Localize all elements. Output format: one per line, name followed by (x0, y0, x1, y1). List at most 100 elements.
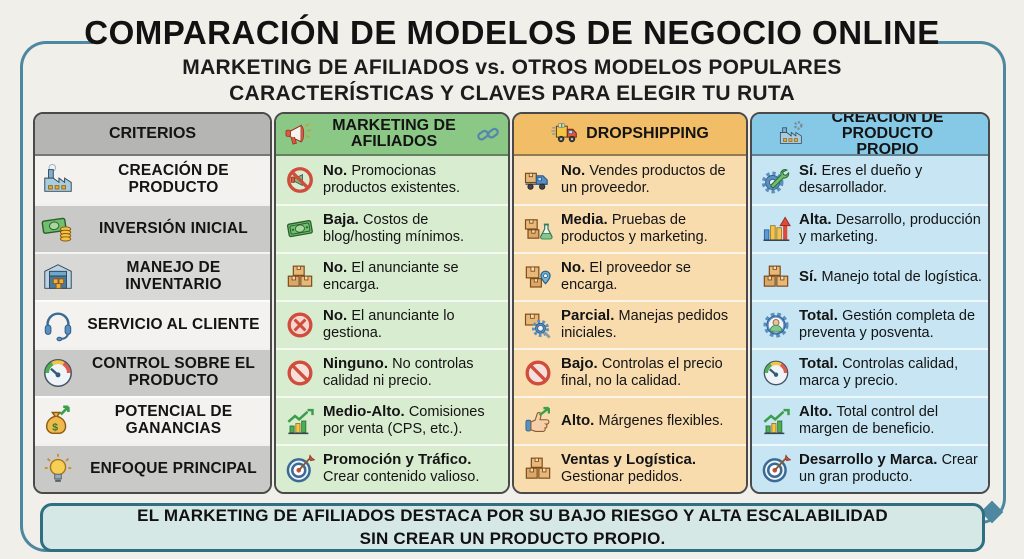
stacked-boxes-icon (285, 262, 315, 292)
cell-text: Medio-Alto. Comisiones por venta (CPS, e… (323, 403, 485, 438)
headset-icon (41, 308, 75, 342)
chain-link-icon (476, 122, 500, 146)
cell-text: Sí. Manejo total de logística. (799, 267, 982, 285)
cell-text: Parcial. Manejas pedidos iniciales. (561, 307, 729, 342)
comparison-cell: Bajo. Controlas el precio final, no la c… (514, 348, 746, 396)
comparison-cell: Ninguno. No controlas calidad ni precio. (276, 348, 508, 396)
comparison-cell: Total. Controlas calidad, marca y precio… (752, 348, 988, 396)
banknote-icon (285, 214, 315, 244)
comparison-cell: Alto. Márgenes flexibles. (514, 396, 746, 444)
svg-text:$: $ (52, 422, 58, 433)
criterion-label: ENFOQUE PRINCIPAL (90, 459, 257, 477)
column-header-label: MARKETING DE AFILIADOS (332, 116, 456, 150)
cell-text: Baja. Costos de blog/hosting mínimos. (323, 211, 465, 246)
x-circle-icon (285, 310, 315, 340)
cell-text: Ventas y Logística. Gestionar pedidos. (561, 451, 697, 486)
prohibited-icon (523, 358, 553, 388)
stacked-boxes-icon (761, 262, 791, 292)
chart-up-icon (285, 406, 315, 436)
prohibited-icon (285, 358, 315, 388)
criteria-column: CRITERIOS CREACIÓN DE PRODUCTO INVERSIÓN … (33, 112, 272, 494)
criteria-rows: CREACIÓN DE PRODUCTO INVERSIÓN INICIAL MAN… (35, 156, 270, 492)
cell-text: Alto. Total control del margen de benefi… (799, 403, 939, 438)
criterion-cell: CREACIÓN DE PRODUCTO (35, 156, 270, 204)
criterion-cell: ENFOQUE PRINCIPAL (35, 444, 270, 492)
comparison-cell: Total. Gestión completa de preventa y po… (752, 300, 988, 348)
factory-gear-icon (778, 120, 806, 148)
comparison-table: CRITERIOS CREACIÓN DE PRODUCTO INVERSIÓN … (33, 112, 990, 494)
comparison-cell: Sí. Eres el dueño y desarrollador. (752, 156, 988, 204)
rows-propio: Sí. Eres el dueño y desarrollador. Alta. … (752, 156, 988, 492)
comparison-cell: No. El anunciante se encarga. (276, 252, 508, 300)
conclusion-banner: EL MARKETING DE AFILIADOS DESTACA POR SU… (40, 503, 985, 552)
criteria-column-header: CRITERIOS (35, 114, 270, 156)
criterion-label: CREACIÓN DE PRODUCTO (118, 162, 229, 196)
criteria-header-label: CRITERIOS (108, 124, 197, 142)
cell-text: Desarrollo y Marca. Crear un gran produc… (799, 451, 978, 486)
criterion-label: CONTROL SOBRE EL PRODUCTO (91, 355, 256, 389)
lightbulb-icon (41, 452, 75, 486)
criterion-label: INVERSIÓN INICIAL (99, 219, 248, 237)
conclusion-line-2: SIN CREAR UN PRODUCTO PROPIO. (359, 528, 666, 548)
target-icon (761, 454, 791, 484)
cell-text: Sí. Eres el dueño y desarrollador. (799, 162, 923, 197)
cell-text: Bajo. Controlas el precio final, no la c… (561, 355, 723, 390)
page-title: COMPARACIÓN DE MODELOS DE NEGOCIO ONLINE (84, 14, 940, 51)
stacked-boxes-icon (523, 454, 553, 484)
comparison-cell: No. El proveedor se encarga. (514, 252, 746, 300)
target-icon (285, 454, 315, 484)
box-pin-icon (523, 262, 553, 292)
comparison-cell: Sí. Manejo total de logística. (752, 252, 988, 300)
criterion-cell: SERVICIO AL CLIENTE (35, 300, 270, 348)
comparison-cell: Medio-Alto. Comisiones por venta (CPS, e… (276, 396, 508, 444)
criterion-label: MANEJO DE INVENTARIO (125, 259, 222, 293)
megaphone-icon (284, 120, 312, 148)
comparison-cell: Baja. Costos de blog/hosting mínimos. (276, 204, 508, 252)
factory-icon (41, 163, 75, 197)
box-search-icon (523, 310, 553, 340)
criterion-cell: CONTROL SOBRE EL PRODUCTO (35, 348, 270, 396)
column-dropshipping: DROPSHIPPING No. Vendes productos de un … (512, 112, 748, 494)
cell-text: No. El anunciante lo gestiona. (323, 307, 455, 342)
gauge-icon (41, 356, 75, 390)
cell-text: Ninguno. No controlas calidad ni precio. (323, 355, 474, 390)
product-column-header: CREACIÓN DE PRODUCTO PROPIO (752, 112, 988, 159)
chart-up-icon (761, 406, 791, 436)
column-header-label: DROPSHIPPING (586, 124, 709, 142)
column-header-label: CREACIÓN DE PRODUCTO PROPIO (831, 112, 944, 159)
cell-text: Promoción y Tráfico. Crear contenido val… (323, 451, 480, 486)
cell-text: No. Promocionas productos existentes. (323, 162, 461, 197)
dropshipping-column-header: DROPSHIPPING (514, 114, 746, 156)
cell-text: No. Vendes productos de un proveedor. (561, 162, 726, 197)
cell-text: Media. Pruebas de productos y marketing. (561, 211, 708, 246)
comparison-cell: Ventas y Logística. Gestionar pedidos. (514, 444, 746, 492)
criterion-cell: INVERSIÓN INICIAL (35, 204, 270, 252)
criterion-cell: MANEJO DE INVENTARIO (35, 252, 270, 300)
criterion-label: SERVICIO AL CLIENTE (87, 315, 260, 333)
cell-text: No. El proveedor se encarga. (561, 259, 691, 294)
comparison-cell: Media. Pruebas de productos y marketing. (514, 204, 746, 252)
money-bag-icon: $ (41, 404, 75, 438)
criterion-cell: $ POTENCIAL DE GANANCIAS (35, 396, 270, 444)
gear-wrench-icon (761, 165, 791, 195)
gauge-icon (761, 358, 791, 388)
criterion-label: POTENCIAL DE GANANCIAS (114, 403, 233, 437)
comparison-cell: Parcial. Manejas pedidos iniciales. (514, 300, 746, 348)
comparison-cell: No. Vendes productos de un proveedor. (514, 156, 746, 204)
cell-text: No. El anunciante se encarga. (323, 259, 459, 294)
boxes-flask-icon (523, 214, 553, 244)
cash-icon (41, 212, 75, 246)
page-subtitle-1: MARKETING DE AFILIADOS vs. OTROS MODELOS… (182, 56, 842, 79)
page-subtitle-2: CARACTERÍSTICAS Y CLAVES PARA ELEGIR TU … (229, 82, 795, 105)
column-afiliados: MARKETING DE AFILIADOS No. Promocionas p… (274, 112, 510, 494)
rows-afiliados: No. Promocionas productos existentes. Baj… (276, 156, 508, 492)
cell-text: Alto. Márgenes flexibles. (561, 411, 724, 429)
thumb-arrow-icon (523, 406, 553, 436)
column-propio: CREACIÓN DE PRODUCTO PROPIO Sí. Eres el … (750, 112, 990, 494)
no-megaphone-icon (285, 165, 315, 195)
comparison-cell: No. Promocionas productos existentes. (276, 156, 508, 204)
comparison-cell: Alto. Total control del margen de benefi… (752, 396, 988, 444)
rows-dropshipping: No. Vendes productos de un proveedor. Med… (514, 156, 746, 492)
cell-text: Total. Controlas calidad, marca y precio… (799, 355, 959, 390)
